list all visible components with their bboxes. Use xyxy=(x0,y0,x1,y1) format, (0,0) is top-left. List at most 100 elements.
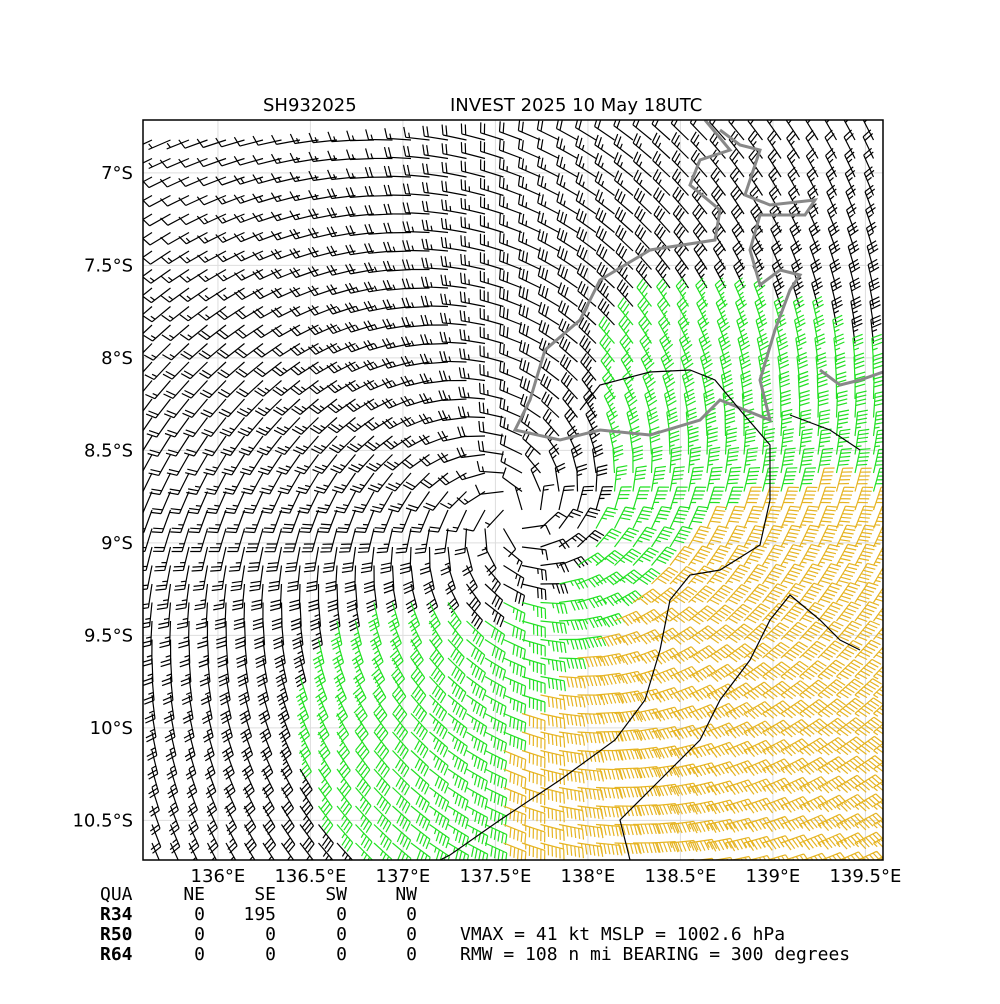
wind-barb xyxy=(363,416,393,431)
wind-barb xyxy=(156,583,172,610)
wind-barb xyxy=(664,388,677,418)
wind-barb xyxy=(517,156,541,178)
wind-barb xyxy=(846,203,857,233)
wind-barb xyxy=(780,582,806,604)
wind-barb xyxy=(556,209,578,234)
wind-barb xyxy=(163,380,190,399)
wind-barb xyxy=(652,187,671,215)
wind-barb xyxy=(499,250,523,271)
wind-barb xyxy=(755,314,768,344)
wind-barb xyxy=(650,506,672,529)
wind-barb xyxy=(329,602,341,632)
wind-barb xyxy=(734,277,747,307)
wind-barb xyxy=(688,664,718,683)
wind-barb xyxy=(219,417,245,437)
wind-barb xyxy=(817,428,832,455)
wind-barb xyxy=(330,454,356,474)
wind-barb xyxy=(735,295,748,326)
wind-barb xyxy=(179,639,191,668)
wind-barb xyxy=(160,231,190,245)
wind-barb xyxy=(595,528,622,548)
wind-barb xyxy=(364,167,393,178)
border xyxy=(789,414,861,451)
wind-barb xyxy=(706,604,735,625)
wind-barb xyxy=(227,528,246,553)
wind-barb xyxy=(466,786,488,810)
wind-barb xyxy=(243,842,256,860)
wind-barb xyxy=(373,805,392,833)
wind-barb xyxy=(762,796,792,814)
wind-barb xyxy=(724,427,738,455)
wind-barb xyxy=(166,139,190,150)
wind-barb xyxy=(853,352,865,381)
wind-barb xyxy=(669,782,699,797)
wind-barb xyxy=(581,370,597,400)
wind-barb xyxy=(345,225,375,237)
wind-barb xyxy=(651,647,681,665)
wind-barb xyxy=(731,222,745,252)
wind-barb xyxy=(187,491,209,515)
wind-barb xyxy=(706,584,734,605)
wind-barb xyxy=(280,750,293,780)
wind-barb xyxy=(401,297,430,309)
wind-barb xyxy=(798,505,819,529)
wind-barb xyxy=(733,258,746,289)
wind-barb xyxy=(769,203,782,233)
wind-barb xyxy=(326,207,356,219)
wind-barb xyxy=(270,287,301,299)
wind-barb xyxy=(373,824,392,851)
wind-barb xyxy=(687,800,718,815)
wind-barb xyxy=(730,185,745,215)
wind-barb xyxy=(521,564,548,581)
wind-barb xyxy=(687,838,718,853)
wind-barb xyxy=(484,583,504,610)
wind-barb xyxy=(817,601,843,623)
wind-barb xyxy=(762,700,792,719)
wind-barb xyxy=(521,546,549,561)
wind-barb xyxy=(186,768,198,799)
wind-barb xyxy=(597,298,615,326)
wind-barb xyxy=(289,133,319,145)
wind-barb xyxy=(392,750,410,778)
wind-barb xyxy=(287,565,301,592)
wind-barb xyxy=(447,676,467,703)
axes: 136°E 136.5°E 137°E 137.5°E 138°E 138.5°E 139°… xyxy=(72,163,901,887)
wind-barb xyxy=(458,367,486,382)
wind-barb xyxy=(381,357,412,369)
wind-barb xyxy=(651,120,671,141)
wind-barb xyxy=(143,306,171,323)
wind-barb xyxy=(595,550,624,566)
wind-barb xyxy=(447,731,468,757)
wind-barb xyxy=(854,524,876,548)
wind-barb xyxy=(817,794,848,813)
wind-barb xyxy=(749,185,764,215)
wind-barb xyxy=(521,675,546,694)
wind-barb xyxy=(651,587,680,605)
wind-barb xyxy=(232,583,246,611)
wind-barb xyxy=(575,190,597,215)
wind-barb xyxy=(410,824,431,850)
wind-barb xyxy=(143,602,153,629)
wind-barb xyxy=(317,731,331,761)
wind-barb xyxy=(160,250,190,265)
wind-barb xyxy=(519,376,541,400)
wind-barb xyxy=(619,333,634,363)
wind-barb xyxy=(866,240,879,270)
wind-barb xyxy=(243,805,257,835)
wind-barb xyxy=(521,805,546,824)
wind-barb xyxy=(478,420,504,437)
wind-barb xyxy=(476,460,504,474)
wind-barb xyxy=(799,699,828,719)
wind-barb xyxy=(316,694,329,725)
wind-barb xyxy=(632,823,661,835)
wind-barb xyxy=(392,842,412,860)
wind-barb xyxy=(213,583,227,611)
wind-barb xyxy=(440,546,452,576)
wind-barb xyxy=(558,336,578,363)
wind-barb xyxy=(447,583,460,614)
wind-barb xyxy=(459,310,486,326)
wind-barb xyxy=(614,188,634,215)
wind-barb xyxy=(315,491,338,514)
wind-barb xyxy=(873,646,883,659)
wind-barb xyxy=(518,193,541,215)
